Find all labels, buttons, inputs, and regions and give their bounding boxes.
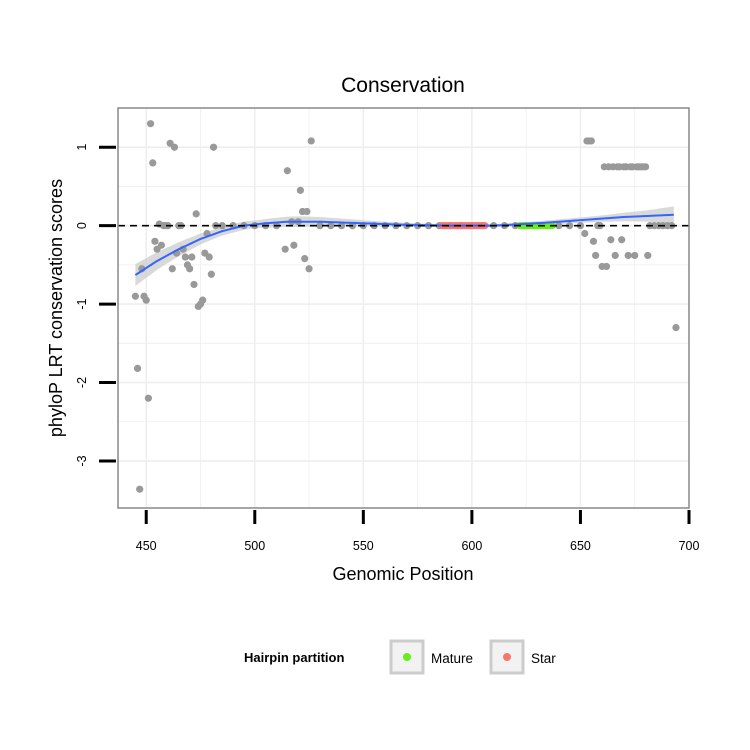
data-point [587, 137, 595, 145]
y-tick-label: -3 [75, 455, 89, 466]
smooth-curve [134, 213, 674, 276]
panel-border [117, 107, 690, 509]
y-axis: -3 -2 -1 0 1 [75, 144, 116, 467]
data-point [188, 253, 196, 261]
data-point [644, 251, 652, 260]
data-point [338, 222, 346, 230]
data-point [168, 265, 176, 273]
data-point [133, 364, 142, 372]
data-point [589, 237, 598, 245]
x-tick-label: 550 [353, 539, 374, 553]
data-point [303, 207, 311, 216]
x-tick-label: 700 [679, 539, 700, 553]
data-point [207, 270, 215, 278]
data-point [301, 254, 309, 263]
data-point [672, 324, 680, 332]
y-tick-label: -2 [75, 377, 89, 388]
data-point [327, 222, 335, 230]
data-point [170, 143, 179, 151]
legend: Hairpin partition Mature Star [244, 639, 556, 675]
legend-mature-dot [403, 653, 411, 661]
y-tick-label: 0 [75, 222, 89, 229]
x-axis: 450 500 550 600 650 700 [136, 510, 700, 553]
data-point [218, 222, 226, 230]
data-point [602, 262, 611, 271]
data-point [307, 137, 315, 145]
data-point [192, 210, 200, 218]
data-point [555, 222, 563, 230]
data-point [631, 251, 639, 260]
data-point [190, 280, 198, 289]
data-point [281, 245, 289, 253]
data-point [209, 143, 218, 151]
data-point [205, 253, 213, 261]
data-point [565, 222, 574, 230]
data-point [151, 237, 159, 245]
data-point [618, 236, 626, 244]
data-point [181, 253, 189, 261]
chart-title: Conservation [341, 74, 465, 97]
legend-label-star: Star [531, 651, 556, 666]
data-point [611, 251, 619, 260]
data-point [581, 229, 589, 238]
confidence-band [135, 206, 674, 287]
data-point [296, 186, 304, 194]
data-point [144, 394, 152, 402]
x-tick-label: 600 [461, 539, 482, 553]
y-tick-label: 1 [75, 144, 89, 151]
smooth-confidence-band [135, 206, 674, 287]
data-point [131, 292, 139, 300]
y-tick-label: -1 [75, 298, 89, 309]
data-point [316, 222, 324, 230]
data-point [136, 485, 144, 493]
x-tick-label: 450 [136, 539, 157, 553]
grid-lines [118, 108, 689, 508]
plot-panel [118, 108, 689, 508]
data-point [283, 167, 291, 175]
x-tick-label: 650 [570, 539, 591, 553]
data-point [607, 236, 615, 244]
legend-label-mature: Mature [431, 651, 473, 666]
y-axis-label: phyloP LRT conservation scores [46, 179, 66, 437]
data-point [641, 163, 650, 171]
data-point [157, 241, 166, 249]
legend-star-dot [503, 653, 511, 661]
smooth-line [134, 213, 674, 276]
data-point [149, 159, 157, 167]
legend-title: Hairpin partition [244, 650, 344, 665]
data-point [624, 251, 632, 260]
x-axis-label: Genomic Position [332, 564, 473, 584]
x-tick-label: 500 [244, 539, 265, 553]
data-point [146, 120, 155, 128]
data-point [305, 265, 313, 273]
data-point [142, 296, 150, 304]
data-point [592, 251, 600, 260]
data-point [290, 241, 298, 249]
data-point [199, 296, 207, 304]
data-point [186, 265, 194, 273]
